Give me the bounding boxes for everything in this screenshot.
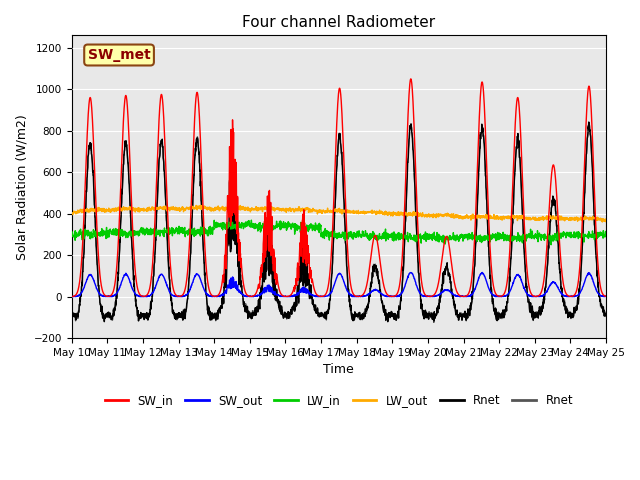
Text: SW_met: SW_met (88, 48, 150, 62)
Title: Four channel Radiometer: Four channel Radiometer (243, 15, 435, 30)
Legend: SW_in, SW_out, LW_in, LW_out, Rnet, Rnet: SW_in, SW_out, LW_in, LW_out, Rnet, Rnet (100, 389, 578, 412)
X-axis label: Time: Time (323, 363, 354, 376)
Y-axis label: Solar Radiation (W/m2): Solar Radiation (W/m2) (15, 114, 28, 260)
